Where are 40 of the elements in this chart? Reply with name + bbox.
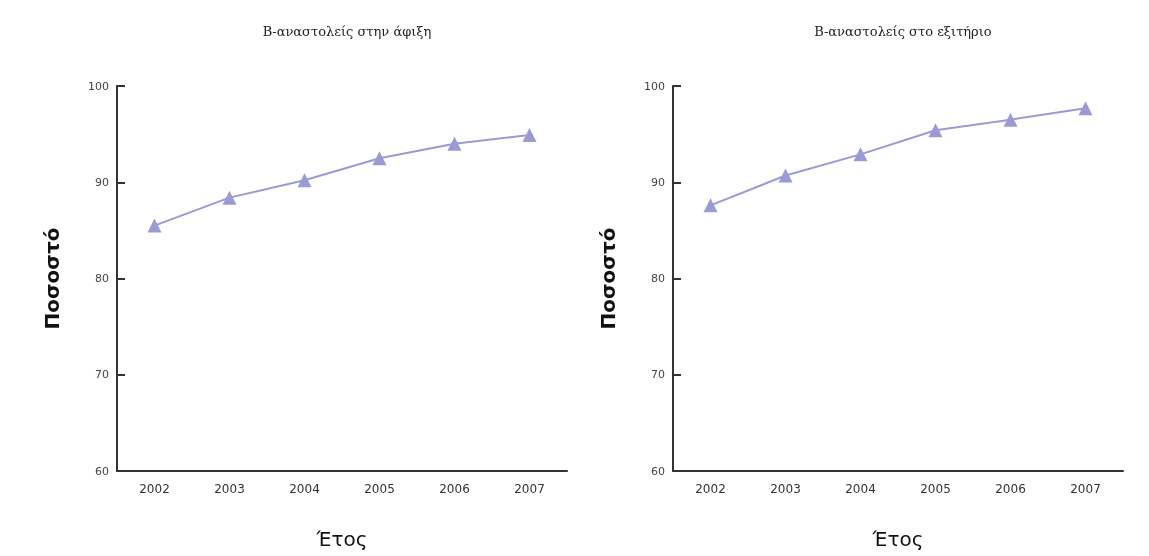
x-tick-label: 2003 [770, 482, 801, 496]
chart-title: Β-αναστολείς στην άφιξη [262, 24, 432, 39]
y-tick-label: 70 [95, 368, 109, 382]
x-tick-label: 2002 [695, 482, 726, 496]
point [522, 128, 537, 143]
x-tick-label: 2002 [139, 482, 170, 496]
y-axis-title: Ποσοστό [596, 227, 620, 330]
x-axis-title: Έτος [871, 527, 924, 551]
y-tick-label: 100 [644, 79, 665, 93]
y-tick-label: 70 [651, 368, 665, 382]
y-tick-label: 80 [95, 272, 109, 285]
y-axis-title: Ποσοστό [40, 227, 64, 330]
point [147, 218, 162, 233]
y-tick-label: 60 [651, 464, 665, 478]
x-tick-label: 2004 [845, 482, 876, 496]
y-tick-label: 60 [95, 464, 109, 478]
point [297, 173, 312, 188]
point [222, 190, 237, 205]
point [778, 168, 793, 183]
point [703, 198, 718, 213]
y-tick-label: 100 [88, 79, 109, 93]
point [928, 123, 943, 138]
y-tick-label: 90 [651, 175, 665, 189]
x-tick-label: 2007 [514, 482, 545, 496]
x-tick-label: 2006 [995, 482, 1026, 496]
point [1003, 112, 1018, 127]
chart-title: Β-αναστολείς στο εξιτήριο [814, 24, 992, 39]
x-tick-label: 2007 [1070, 482, 1101, 496]
point [1078, 101, 1093, 116]
y-tick-label: 90 [95, 175, 109, 189]
point [372, 151, 387, 166]
x-tick-label: 2003 [214, 482, 245, 496]
y-tick-label: 80 [651, 272, 665, 285]
x-tick-label: 2004 [289, 482, 320, 496]
point [447, 136, 462, 151]
x-tick-label: 2005 [920, 482, 951, 496]
point [853, 147, 868, 162]
x-tick-label: 2005 [364, 482, 395, 496]
x-axis-title: Έτος [315, 527, 368, 551]
x-tick-label: 2006 [439, 482, 470, 496]
